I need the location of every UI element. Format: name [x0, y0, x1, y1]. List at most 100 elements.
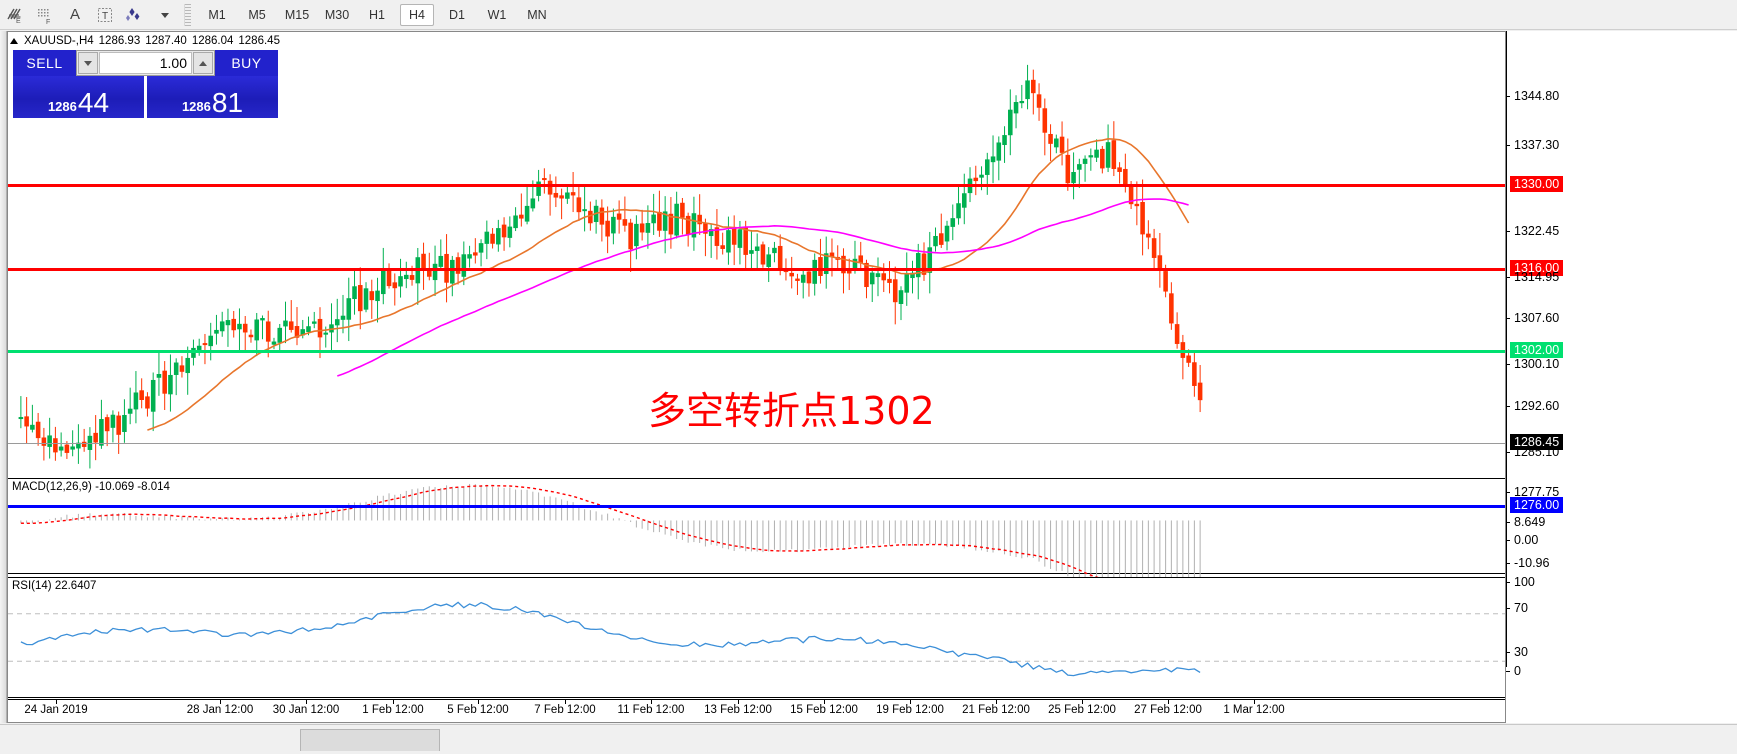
price-axis-label: 1307.60 — [1514, 311, 1560, 325]
chart-high: 1287.40 — [145, 35, 187, 47]
rsi-axis-tick — [1506, 582, 1510, 583]
trade-controls-row: SELL 1.00 BUY — [13, 50, 278, 76]
chevron-down-icon[interactable] — [150, 1, 180, 29]
chart-scroll-column[interactable] — [0, 31, 7, 723]
price-axis-tick — [1506, 231, 1510, 232]
volume-stepper[interactable]: 1.00 — [76, 50, 215, 76]
macd-axis-label: -10.96 — [1514, 556, 1550, 570]
time-axis-tick — [478, 700, 479, 704]
price-level-label-1286-45[interactable]: 1286.45 — [1510, 434, 1564, 450]
macd-axis-tick — [1506, 522, 1510, 523]
price-axis-label: 1344.80 — [1514, 89, 1560, 103]
price-level-label-1316-00[interactable]: 1316.00 — [1510, 260, 1564, 276]
time-axis-tick — [393, 700, 394, 704]
time-axis-tick — [220, 700, 221, 704]
time-axis-label: 28 Jan 12:00 — [186, 704, 254, 716]
time-axis-tick — [1254, 700, 1255, 704]
time-axis-tick — [996, 700, 997, 704]
price-axis-label: 1300.10 — [1514, 357, 1560, 371]
volume-input[interactable]: 1.00 — [99, 52, 192, 74]
rsi-axis-label: 70 — [1514, 601, 1528, 615]
chart-tab[interactable] — [300, 729, 440, 751]
price-level-label-1302-00[interactable]: 1302.00 — [1510, 342, 1564, 358]
time-axis-label: 5 Feb 12:00 — [447, 704, 509, 716]
buy-button[interactable]: BUY — [215, 50, 278, 76]
macd-plot — [20, 483, 1201, 604]
chart-open: 1286.93 — [98, 35, 141, 47]
price-axis-tick — [1506, 277, 1510, 278]
buy-price-big: 81 — [211, 87, 244, 118]
collapse-triangle-icon[interactable] — [10, 38, 18, 44]
price-axis-label: 1292.60 — [1514, 399, 1560, 413]
chart-symbol-header: XAUUSD-,H4 1286.93 1287.40 1286.04 1286.… — [10, 34, 280, 48]
price-axis-tick — [1506, 318, 1510, 319]
timeframe-h4[interactable]: H4 — [400, 3, 434, 26]
timeframe-h1[interactable]: H1 — [369, 7, 385, 22]
rsi-axis-tick — [1506, 608, 1510, 609]
price-axis-label: 1277.75 — [1514, 485, 1560, 499]
one-click-trading-panel[interactable]: SELL 1.00 BUY 1286 44 1286 81 — [13, 50, 278, 118]
price-axis[interactable]: 1344.80 1337.30 1330.00 1322.45 1316.00 1314.… — [1506, 31, 1737, 723]
timeframe-w1[interactable]: W1 — [487, 7, 507, 22]
text-tool-icon[interactable]: A — [69, 6, 80, 23]
rsi-plot — [8, 601, 1505, 677]
time-axis-tick — [1168, 700, 1169, 704]
time-axis-label: 1 Mar 12:00 — [1223, 704, 1285, 716]
grid-icon[interactable]: F — [30, 1, 60, 29]
buy-price-display[interactable]: 1286 81 — [147, 76, 278, 118]
price-plot — [18, 64, 1203, 469]
macd-axis-tick — [1506, 563, 1510, 564]
price-axis-tick — [1506, 145, 1510, 146]
price-level-label-1276-00[interactable]: 1276.00 — [1510, 497, 1564, 513]
macd-axis-label: 8.649 — [1514, 515, 1546, 529]
macd-pane[interactable]: MACD(12,26,9) -10.069 -8.014 — [8, 478, 1505, 604]
time-axis[interactable]: 24 Jan 2019 28 Jan 12:00 30 Jan 12:00 1 Feb… — [8, 699, 1505, 722]
price-axis-tick — [1506, 406, 1510, 407]
macd-axis-tick — [1506, 540, 1510, 541]
time-axis-tick — [565, 700, 566, 704]
timeframe-d1[interactable]: D1 — [449, 7, 465, 22]
text-label-icon[interactable]: T — [90, 1, 120, 29]
level-line-1276 — [8, 505, 1505, 508]
chart-annotation-text: 多空转折点1302 — [648, 389, 935, 433]
time-axis-tick — [56, 700, 57, 704]
price-axis-tick — [1506, 452, 1510, 453]
sell-button[interactable]: SELL — [13, 50, 76, 76]
price-level-label-1330-00[interactable]: 1330.00 — [1510, 176, 1564, 192]
timeframe-mn[interactable]: MN — [527, 7, 547, 22]
shapes-icon[interactable] — [120, 1, 150, 29]
time-axis-tick — [651, 700, 652, 704]
volume-increase-button[interactable] — [193, 52, 213, 74]
time-axis-label: 1 Feb 12:00 — [362, 704, 424, 716]
expert-advisors-icon[interactable]: E — [0, 1, 30, 29]
toolbar-grip[interactable] — [184, 3, 191, 26]
time-axis-label: 25 Feb 12:00 — [1048, 704, 1116, 716]
level-line-1316 — [8, 268, 1505, 271]
price-axis-tick — [1506, 492, 1510, 493]
chart-close: 1286.45 — [238, 35, 280, 47]
chart-symbol: XAUUSD-,H4 — [24, 35, 94, 47]
svg-text:T: T — [102, 11, 108, 22]
timeframe-m1[interactable]: M1 — [208, 7, 226, 22]
timeframe-m15[interactable]: M15 — [284, 7, 310, 22]
time-axis-tick — [738, 700, 739, 704]
current-price-line-1286 — [8, 443, 1505, 444]
price-axis-label: 1285.10 — [1514, 445, 1560, 459]
time-axis-label: 13 Feb 12:00 — [704, 704, 772, 716]
timeframe-m5[interactable]: M5 — [248, 7, 266, 22]
chart-canvas[interactable]: XAUUSD-,H4 1286.93 1287.40 1286.04 1286.… — [7, 31, 1506, 723]
time-axis-tick — [824, 700, 825, 704]
time-axis-label: 15 Feb 12:00 — [790, 704, 858, 716]
volume-decrease-button[interactable] — [78, 52, 98, 74]
macd-axis-label: 0.00 — [1514, 533, 1539, 547]
sell-price-big: 44 — [77, 87, 110, 118]
time-axis-label: 24 Jan 2019 — [24, 704, 88, 716]
rsi-axis-tick — [1506, 671, 1510, 672]
time-axis-label: 19 Feb 12:00 — [876, 704, 944, 716]
sell-price-display[interactable]: 1286 44 — [13, 76, 144, 118]
rsi-pane[interactable]: RSI(14) 22.6407 — [8, 577, 1505, 698]
sell-price-prefix: 1286 — [47, 99, 77, 114]
rsi-axis-label: 30 — [1514, 645, 1528, 659]
timeframe-m30[interactable]: M30 — [324, 7, 350, 22]
